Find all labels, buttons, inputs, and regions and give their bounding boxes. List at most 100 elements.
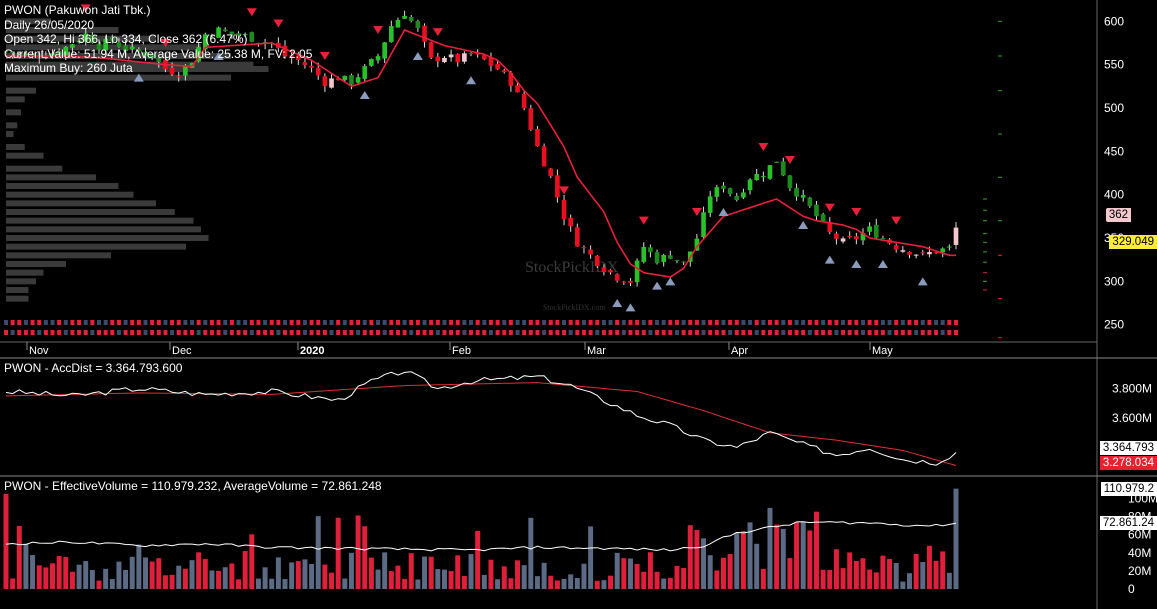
signal-strip-cell — [336, 330, 341, 335]
candle-body — [70, 44, 75, 48]
signal-strip-cell — [947, 320, 952, 325]
candle-body — [90, 34, 95, 44]
signal-strip-cell — [296, 330, 301, 335]
signal-strip-cell — [150, 330, 155, 335]
signal-strip-cell — [748, 330, 753, 335]
signal-strip-cell — [283, 320, 288, 325]
candle-body — [382, 42, 387, 59]
signal-strip-cell — [615, 320, 620, 325]
candle-body — [621, 281, 627, 283]
candle-body — [588, 249, 593, 255]
volume-profile-bar — [6, 122, 18, 129]
trailing-stop-line — [6, 28, 956, 278]
signal-strip-cell — [23, 330, 28, 335]
sell-signal-marker — [638, 216, 649, 225]
signal-strip-cell — [801, 330, 806, 335]
volume-bar — [867, 569, 873, 589]
signal-strip-cell — [356, 320, 361, 325]
volume-bar — [860, 558, 866, 589]
signal-strip-cell — [156, 320, 161, 325]
signal-strip-cell — [429, 320, 434, 325]
signal-strip-cell — [774, 320, 779, 325]
volume-bar — [236, 579, 242, 589]
accdist-tick-label: 3.800M — [1112, 382, 1152, 396]
volume-bar — [176, 565, 182, 589]
candle-body — [568, 217, 574, 227]
signal-strip-cell — [608, 320, 613, 325]
accdist-chart[interactable]: 3.800M 3.600M — [0, 359, 1157, 477]
signal-strip-cell — [482, 320, 487, 325]
signal-strip-cell — [947, 330, 952, 335]
signal-strip-cell — [336, 320, 341, 325]
candle-body — [342, 75, 348, 81]
price-chart[interactable]: 250300350400450500550600NovDec2020FebMar… — [0, 0, 1157, 359]
volume-profile-bar — [6, 144, 25, 150]
volume-pane[interactable]: 100M80M60M40M20M0 PWON - EffectiveVolume… — [0, 477, 1157, 609]
volume-bar — [89, 570, 95, 589]
close-price-label: 362 — [1105, 208, 1131, 222]
candle-body — [827, 222, 833, 233]
signal-strip-cell — [190, 330, 195, 335]
signal-strip-cell — [708, 330, 713, 335]
candle-body — [488, 57, 494, 66]
month-label: Dec — [172, 345, 192, 357]
volume-bar — [667, 577, 673, 589]
candle-body — [840, 238, 846, 242]
candle-body — [169, 67, 175, 75]
candle-body — [222, 29, 228, 32]
signal-strip-cell — [807, 320, 812, 325]
signal-strip-cell — [601, 320, 606, 325]
candle-body — [388, 26, 394, 43]
signal-strip-cell — [575, 330, 580, 335]
candle-body — [920, 252, 926, 254]
volume-bar — [515, 560, 521, 589]
signal-strip-cell — [821, 330, 826, 335]
signal-strip-cell — [349, 320, 354, 325]
signal-strip-cell — [123, 330, 128, 335]
candle-body — [216, 27, 221, 38]
volume-profile-bar — [6, 269, 44, 276]
signal-strip-cell — [834, 330, 839, 335]
accdist-pane[interactable]: 3.800M 3.600M PWON - AccDist = 3.364.793.… — [0, 359, 1157, 477]
buy-signal-marker — [917, 277, 928, 286]
signal-strip-cell — [934, 330, 939, 335]
signal-strip-cell — [116, 330, 121, 335]
candle-body — [428, 42, 434, 58]
buy-signal-marker — [412, 52, 423, 60]
signal-strip-cell — [827, 330, 832, 335]
volume-bar — [760, 568, 766, 589]
volume-bar — [375, 569, 381, 589]
signal-strip-cell — [429, 330, 434, 335]
signal-strip-cell — [741, 320, 746, 325]
candle-body — [747, 179, 753, 191]
signal-strip-cell — [688, 320, 693, 325]
signal-strip-cell — [17, 330, 22, 335]
signal-strip-cell — [77, 320, 82, 325]
volume-bar — [56, 556, 62, 589]
signal-strip-cell — [555, 330, 560, 335]
price-pane[interactable]: 250300350400450500550600NovDec2020FebMar… — [0, 0, 1157, 359]
volume-bar — [362, 526, 368, 589]
volume-bar — [913, 553, 919, 589]
volume-bar — [614, 552, 620, 589]
volume-bar — [588, 526, 594, 589]
price-info: PWON (Pakuwon Jati Tbk.) Daily 26/05/202… — [4, 3, 312, 76]
candle-body — [807, 197, 813, 206]
volume-bar — [209, 570, 215, 589]
signal-strip-cell — [688, 330, 693, 335]
volume-bar — [534, 576, 540, 589]
signal-strip-cell — [575, 320, 580, 325]
volume-bar — [289, 562, 295, 589]
signal-strip-cell — [588, 320, 593, 325]
volume-value-label: 110.979.2 — [1100, 482, 1157, 496]
candle-body — [515, 85, 520, 93]
volume-bar — [641, 571, 647, 589]
volume-avg-label: 72.861.24 — [1099, 516, 1157, 530]
signal-strip-cell — [243, 320, 248, 325]
volume-chart[interactable]: 100M80M60M40M20M0 — [0, 477, 1157, 609]
signal-strip-cell — [263, 330, 268, 335]
signal-strip-cell — [276, 320, 281, 325]
price-tick-label: 450 — [1104, 144, 1124, 158]
signal-strip-cell — [661, 320, 666, 325]
signal-strip-cell — [548, 330, 553, 335]
